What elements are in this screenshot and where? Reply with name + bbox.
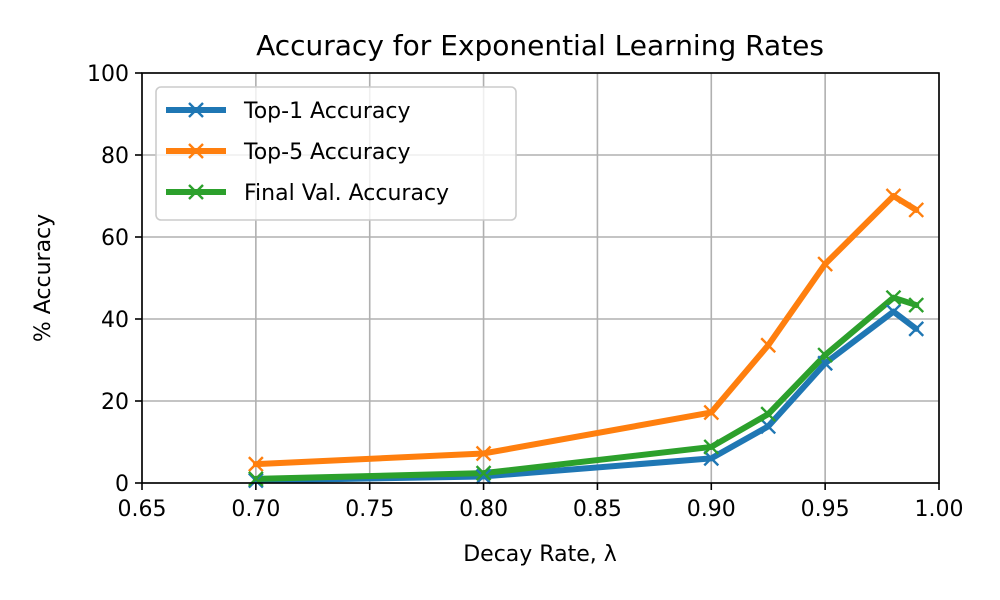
data-point (475, 465, 492, 482)
y-tick-label: 80 (101, 144, 129, 169)
x-axis-label: Decay Rate, λ (463, 542, 617, 567)
data-point (908, 202, 925, 218)
data-point (703, 404, 720, 421)
data-point (248, 456, 264, 472)
y-axis-label: % Accuracy (31, 214, 56, 342)
x-tick-label: 0.65 (118, 497, 167, 522)
x-tick-label: 1.00 (915, 497, 964, 522)
data-point (703, 450, 720, 467)
x-tick-label: 0.75 (345, 497, 394, 522)
data-point (475, 445, 492, 462)
legend: Top-1 Accuracy Top-5 Accuracy Final Val. A… (155, 86, 517, 221)
data-point (908, 297, 925, 313)
legend-box (155, 86, 517, 221)
data-point (817, 347, 833, 363)
data-point (885, 289, 902, 306)
legend-item: Final Val. Accuracy (166, 181, 449, 206)
y-axis-ticks: 0 20 40 60 80 100 (87, 62, 142, 497)
x-tick-label: 0.80 (459, 497, 508, 522)
data-point (760, 406, 777, 422)
legend-item: Top-1 Accuracy (166, 99, 411, 124)
x-tick-label: 0.70 (231, 497, 280, 522)
x-tick-label: 0.95 (801, 497, 850, 522)
legend-items: Top-1 Accuracy Top-5 Accuracy Final Val. A… (166, 99, 449, 206)
data-point (760, 418, 777, 435)
legend-label: Top-1 Accuracy (243, 99, 411, 124)
y-tick-label: 60 (101, 226, 129, 251)
legend-item: Top-5 Accuracy (166, 140, 411, 165)
plot-frame (141, 72, 940, 484)
chart-title: Accuracy for Exponential Learning Rates (256, 29, 824, 62)
y-tick-label: 0 (115, 472, 129, 497)
data-point (908, 320, 925, 337)
x-axis-ticks: 0.65 0.70 0.75 0.80 0.85 0.90 0.95 1.00 (118, 483, 964, 522)
data-point (885, 188, 902, 204)
y-tick-label: 20 (101, 390, 129, 415)
data-point (817, 256, 833, 272)
data-point (760, 337, 777, 354)
y-tick-label: 40 (101, 308, 129, 333)
x-tick-label: 0.85 (573, 497, 622, 522)
data-point (475, 468, 492, 485)
data-point (885, 303, 902, 320)
legend-label: Top-5 Accuracy (243, 140, 411, 165)
legend-label: Final Val. Accuracy (244, 181, 449, 206)
x-tick-label: 0.90 (687, 497, 736, 522)
series-markers (248, 188, 925, 489)
y-tick-label: 100 (87, 62, 129, 87)
data-point (703, 439, 720, 455)
